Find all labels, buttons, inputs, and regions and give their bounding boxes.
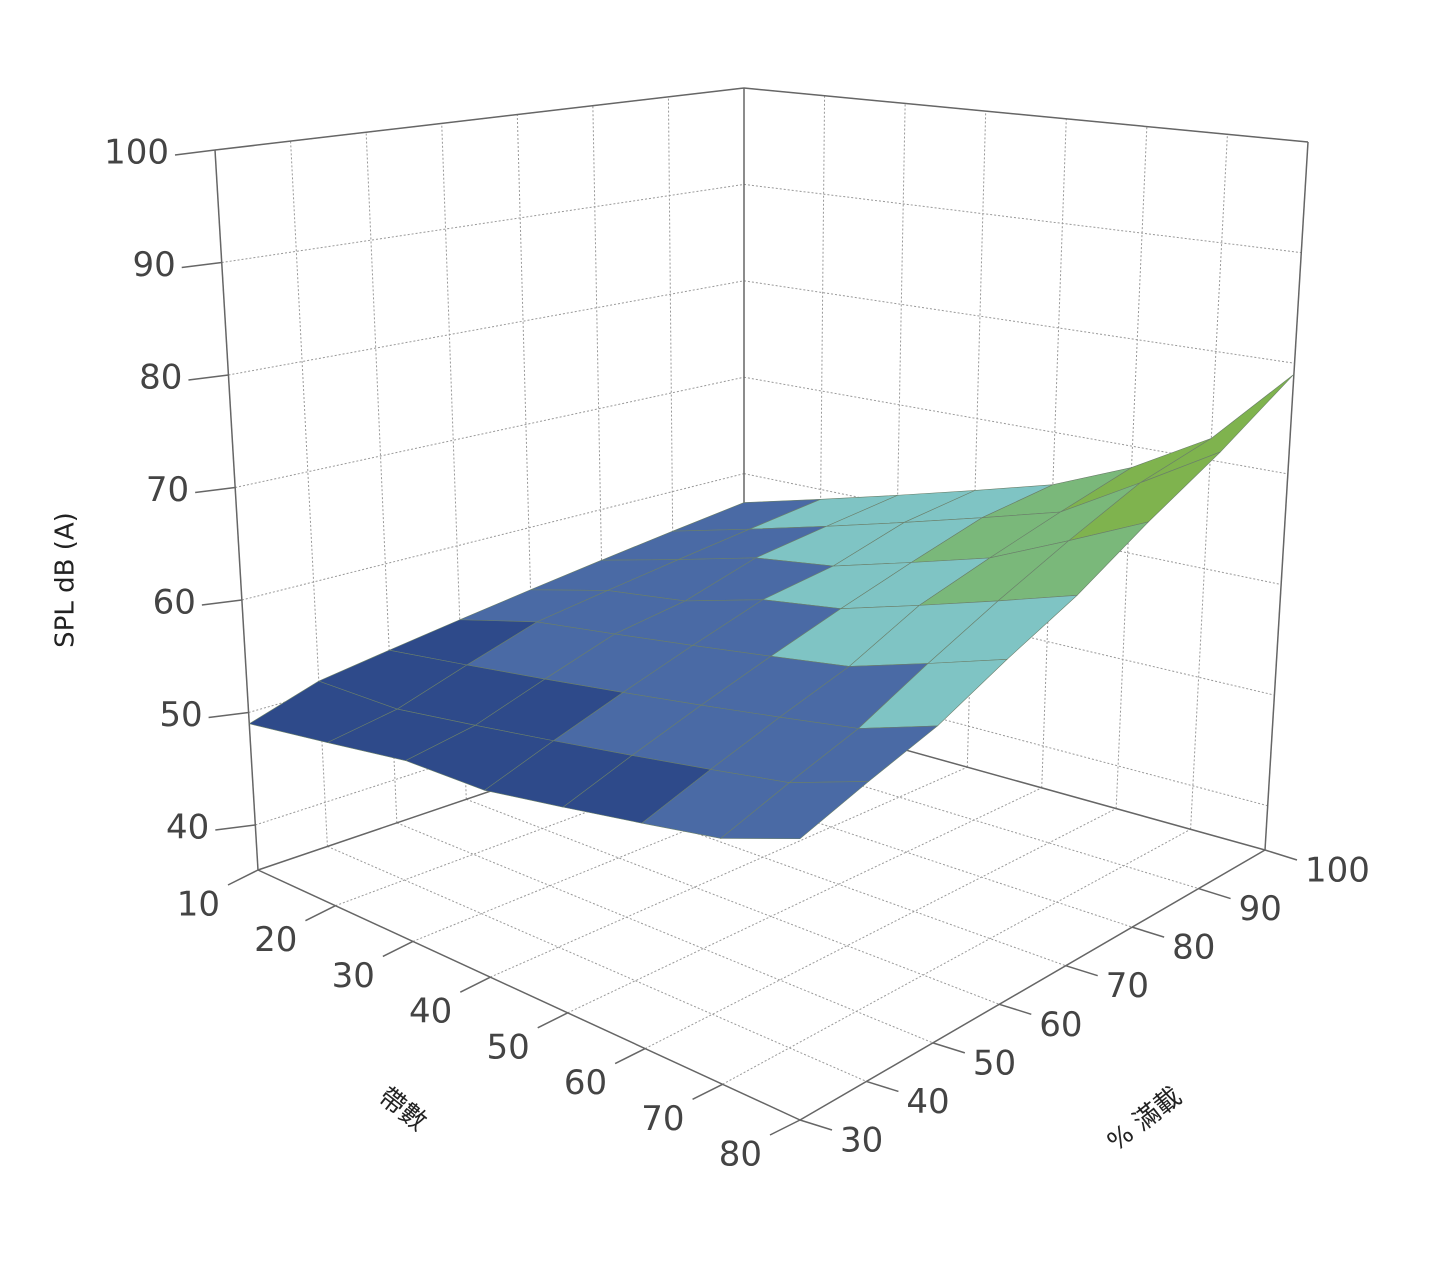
tick-mark [459,976,491,993]
tick-mark [1198,887,1231,900]
z-tick-label: 50 [159,695,202,735]
tick-mark [188,374,229,381]
grid-line [235,376,745,488]
tick-mark [769,1119,801,1136]
tick-mark [181,261,222,269]
tick-mark [208,711,249,719]
grid-line [743,473,1282,585]
y-tick-label: 60 [1039,1005,1082,1045]
y-tick-label: 100 [1305,851,1370,891]
tick-mark [201,599,242,606]
x-axis-label: 帶數 [373,1082,432,1138]
tick-mark [614,1047,646,1065]
tick-mark [382,940,414,958]
axis-edge [214,149,259,871]
grid-line [466,798,1000,1005]
tick-mark [1131,926,1165,938]
z-tick-label: 100 [104,133,169,173]
z-tick-label: 60 [153,583,196,623]
grid-line [327,845,867,1082]
z-tick-label: 70 [146,470,189,510]
z-tick-label: 80 [139,358,182,398]
x-tick-label: 80 [719,1135,762,1175]
y-tick-label: 80 [1172,928,1215,968]
axis-edge [257,869,801,1121]
tick-mark [195,486,236,494]
grid-line [892,103,906,747]
grid-line [1190,134,1228,830]
x-tick-label: 50 [486,1027,529,1067]
y-tick-label: 30 [840,1121,883,1161]
tick-mark [866,1080,899,1093]
z-tick-label: 90 [132,245,175,285]
axis-edge [799,849,1266,1121]
x-tick-label: 30 [332,956,375,996]
tick-mark [1264,849,1298,861]
tick-mark [1065,964,1098,977]
grid-line [743,183,1302,254]
x-tick-label: 10 [177,885,220,925]
grid-line [1041,118,1067,788]
y-tick-label: 90 [1239,889,1282,929]
grid-line [674,728,1199,890]
x-tick-label: 20 [254,920,297,960]
grid-line [644,808,1117,1050]
grid-line [396,822,934,1044]
surface-cell [720,781,870,840]
grid-line [722,828,1191,1085]
tick-mark [227,869,259,886]
axis-edge [214,87,745,151]
tick-mark [305,905,336,922]
z-axis-label: SPL dB (A) [51,512,81,648]
tick-mark [932,1042,966,1054]
tick-mark [799,1119,833,1131]
grid-line [221,183,745,263]
y-tick-label: 40 [906,1082,949,1122]
tick-mark [174,149,216,156]
y-tick-label: 50 [973,1043,1016,1083]
tick-mark [692,1083,723,1100]
y-axis-label: % 滿載 [1102,1082,1187,1158]
axis-edge [743,87,1309,143]
x-tick-label: 40 [409,992,452,1032]
tick-mark [215,824,256,831]
y-tick-label: 70 [1106,966,1149,1006]
grid-line [490,766,968,978]
grid-line [743,280,1295,364]
x-tick-label: 70 [641,1099,684,1139]
tick-mark [537,1012,569,1029]
grid-line [567,787,1042,1014]
tick-mark [999,1003,1032,1016]
z-tick-label: 40 [166,808,209,848]
x-tick-label: 60 [564,1063,607,1103]
axis-edge [1264,141,1309,851]
grid-line [365,132,398,823]
grid-line [228,280,745,376]
